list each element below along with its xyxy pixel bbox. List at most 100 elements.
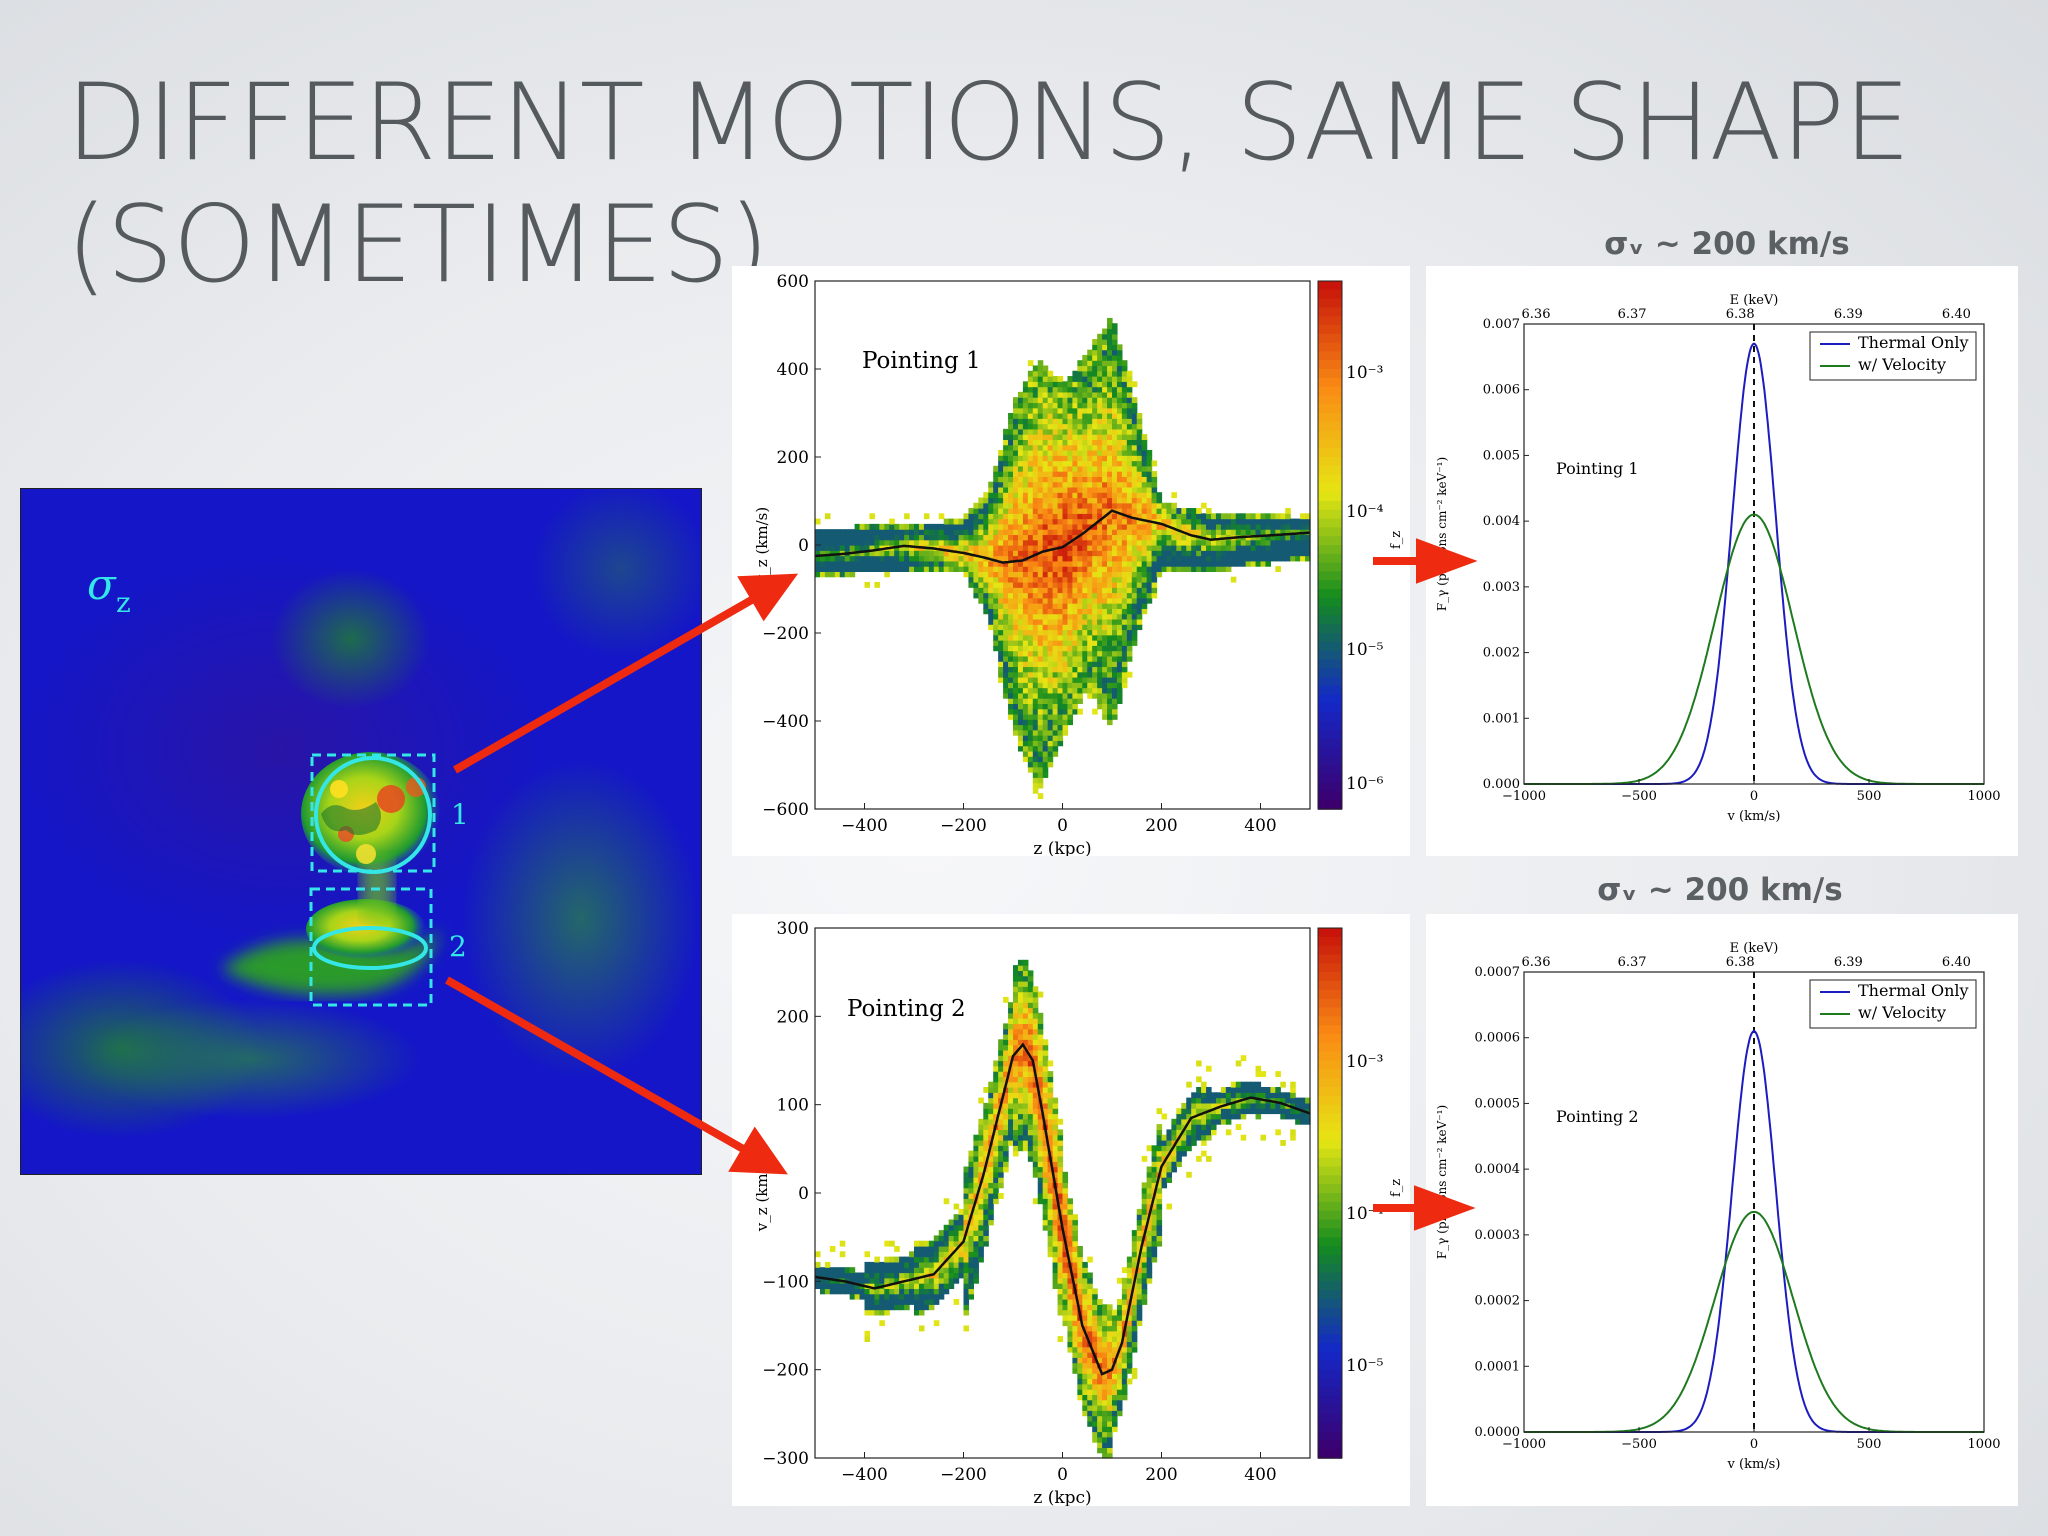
heatmap-cell — [978, 597, 984, 604]
heatmap-cell — [1062, 719, 1069, 726]
heatmap-cell — [968, 523, 974, 530]
heatmap-cell — [889, 529, 895, 536]
heatmap-cell — [1300, 539, 1306, 546]
heatmap-cell — [933, 539, 940, 546]
heatmap-cell — [1067, 529, 1073, 536]
heatmap-cell — [1235, 518, 1242, 525]
heatmap-cell — [1121, 1346, 1128, 1353]
heatmap-cell — [849, 1293, 856, 1300]
heatmap-cell — [1131, 634, 1138, 641]
spectrum-header-1: σᵥ ~ 200 km/s — [1604, 226, 1850, 262]
heatmap-cell — [904, 539, 910, 546]
heatmap-cell — [1003, 523, 1009, 530]
heatmap-cell — [1097, 381, 1103, 388]
heatmap-cell — [864, 1277, 871, 1284]
heatmap-cell — [1250, 518, 1257, 525]
heatmap-cell — [963, 529, 970, 536]
heatmap-cell — [993, 1134, 999, 1141]
heatmap-cell — [1057, 1118, 1064, 1125]
heatmap-cell — [1107, 666, 1113, 673]
heatmap-cell — [1196, 1076, 1202, 1083]
heatmap-cell — [1245, 550, 1252, 557]
heatmap-cell — [1087, 1288, 1093, 1295]
heatmap-cell — [1097, 560, 1103, 567]
heatmap-cell — [904, 555, 910, 562]
heatmap-cell — [1027, 970, 1034, 977]
heatmap-cell — [874, 534, 880, 541]
heatmap-cell — [1052, 640, 1059, 646]
heatmap-cell — [1077, 545, 1083, 551]
heatmap-cell — [1087, 655, 1093, 662]
heatmap-cell — [1008, 418, 1014, 425]
heatmap-cell — [1022, 513, 1029, 520]
heatmap-cell — [1156, 1150, 1163, 1157]
colorbar-segment — [1318, 298, 1342, 309]
heatmap-cell — [1077, 1288, 1083, 1295]
heatmap-cell — [1220, 560, 1227, 567]
heatmap-cell — [948, 1235, 955, 1242]
heatmap-cell — [1141, 486, 1148, 493]
heatmap-cell — [1062, 1288, 1069, 1295]
heatmap-cell — [1062, 1182, 1069, 1189]
heatmap-cell — [983, 550, 989, 557]
heatmap-cell — [1087, 460, 1093, 467]
heatmap-cell — [1151, 1214, 1158, 1221]
heatmap-cell — [1121, 386, 1128, 393]
heatmap-cell — [1027, 523, 1034, 530]
heatmap-cell — [1097, 566, 1103, 572]
heatmap-cell — [1057, 1288, 1064, 1295]
heatmap-cell — [1067, 1198, 1073, 1205]
heatmap-cell — [968, 513, 974, 520]
heatmap-cell — [1116, 1367, 1123, 1374]
x-tick-label: −200 — [940, 816, 987, 836]
heatmap-cell — [1230, 1113, 1237, 1120]
heatmap-cell — [1235, 550, 1242, 557]
heatmap-cell — [998, 1081, 1004, 1088]
colorbar-segment — [1318, 1387, 1342, 1397]
heatmap-cell — [1121, 381, 1128, 388]
heatmap-cell — [1062, 471, 1069, 477]
heatmap-cell — [1230, 1108, 1237, 1115]
heatmap-cell — [1121, 1277, 1128, 1284]
colorbar-segment — [1318, 1122, 1342, 1132]
heatmap-cell — [1097, 386, 1103, 393]
heatmap-cell — [1102, 360, 1108, 367]
heatmap-cell — [1116, 391, 1123, 398]
heatmap-cell — [1027, 1081, 1034, 1088]
heatmap-cell — [963, 1187, 970, 1194]
heatmap-cell — [899, 1304, 905, 1311]
heatmap-cell — [859, 539, 866, 546]
heatmap-cell — [1156, 1134, 1163, 1141]
heatmap-cell — [864, 1267, 871, 1274]
heatmap-cell — [1037, 1081, 1044, 1088]
heatmap-cell — [1136, 471, 1143, 477]
heatmap-cell — [1102, 1314, 1108, 1321]
heatmap-cell — [1146, 1251, 1153, 1258]
heatmap-cell — [1136, 508, 1143, 514]
heatmap-cell — [1047, 661, 1054, 668]
heatmap-cell — [1003, 513, 1009, 520]
colorbar-segment — [1318, 1175, 1342, 1185]
heatmap-cell — [1072, 1246, 1078, 1252]
heatmap-cell — [1126, 508, 1133, 514]
heatmap-cell — [1156, 1108, 1163, 1115]
heatmap-cell — [1032, 1108, 1039, 1115]
heatmap-cell — [1201, 1113, 1207, 1120]
heatmap-cell — [1102, 529, 1108, 536]
heatmap-cell — [1062, 486, 1069, 493]
heatmap-cell — [1295, 550, 1301, 557]
heatmap-cell — [983, 597, 989, 604]
heatmap-cell — [1072, 698, 1078, 704]
heatmap-cell — [1077, 376, 1083, 382]
heatmap-cell — [1062, 661, 1069, 668]
heatmap-cell — [1047, 745, 1054, 752]
heatmap-cell — [1102, 1410, 1108, 1417]
heatmap-cell — [1003, 497, 1009, 504]
colorbar-segment — [1318, 1254, 1342, 1265]
heatmap-cell — [1027, 991, 1034, 998]
heatmap-cell — [1112, 698, 1118, 704]
heatmap-cell — [1290, 555, 1296, 562]
x-axis-label: v (km/s) — [1727, 809, 1781, 824]
heatmap-cell — [1206, 560, 1212, 567]
heatmap-cell — [1107, 1330, 1113, 1337]
